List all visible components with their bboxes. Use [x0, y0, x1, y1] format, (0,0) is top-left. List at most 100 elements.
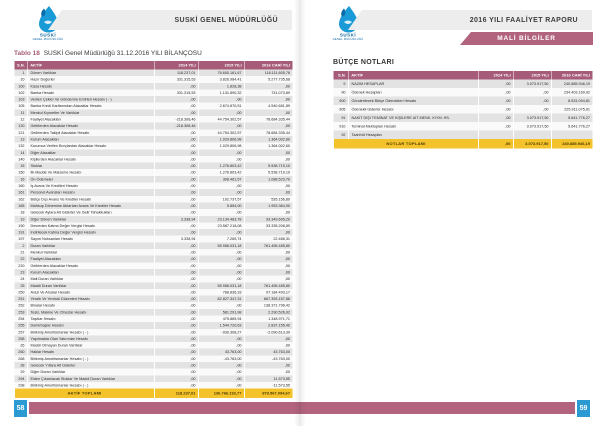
logo-wordmark: SUSKİ [339, 32, 357, 38]
account-name-cell: Maddi Duran Varlıklar [27, 282, 155, 289]
amount-cell: ,00 [198, 268, 245, 276]
table-row: 10 Hazır Değerler 331.315,53 3.826.984,41 5.… [14, 76, 293, 83]
amount-cell: 97.184.493,17 [244, 288, 293, 296]
amount-cell: ,00 [154, 169, 199, 176]
table-row: 92 Taahhüt Hesapları [333, 130, 593, 139]
amount-cell: 7.265,74 [198, 235, 245, 243]
table-row: 29 Diğer Duran Varlıklar ,00,00,00 [14, 368, 293, 376]
sn-cell: 13 [14, 135, 28, 143]
sn-cell: 254 [14, 315, 28, 323]
table-row: 253 Tesis, Makine Ve Cihazlar Hesabı ,00 58… [14, 308, 293, 316]
amount-cell: ,00 [154, 355, 199, 363]
table-header-row: S.N. AKTİF 2014 YILI 2015 YILI 2016 CARİ YIL… [14, 61, 293, 70]
amount-cell: ,00 [198, 302, 245, 309]
account-name-cell: Duran Varlıklar [27, 242, 155, 250]
table-header-row: S.N. AKTİF 2014 YILI 2015 YILI 2016 CARİ YIL… [333, 71, 593, 80]
amount-cell: 1.088.523,70 [244, 175, 293, 183]
amount-cell: 33.335.208,89 [244, 222, 293, 230]
sn-cell: 132 [14, 142, 28, 150]
table-row: 23 Kurum Alacakları ,00,00,00 [14, 268, 293, 276]
amount-cell: ,00 [198, 262, 245, 269]
amount-cell: ,00 [244, 155, 293, 163]
left-page: SUSKİ GENEL MÜDÜRLÜĞÜ SUSKİ GENEL MÜDÜRL… [14, 6, 300, 417]
amount-cell: -2.090.613,39 [244, 328, 293, 336]
sn-cell: 21 [14, 249, 28, 256]
table-row: 254 Taşıtlar Hesabı ,00 475.865,94 1.348.971… [14, 315, 293, 323]
amount-cell: 44.754.302,57 [198, 116, 245, 123]
sn-cell: 253 [14, 308, 28, 316]
table-row: 12 Faaliyet Alacakları -218.308,46 44.754.3… [14, 116, 293, 123]
amount-cell: 82.827.347,31 [198, 295, 245, 303]
account-name-cell: NAZIM HESAPLAR [348, 79, 479, 88]
table-row: 900 Gönderilecek Bütçe Ödenekleri Hesabı,… [333, 96, 593, 105]
amount-cell: ,00 [154, 315, 199, 323]
amount-cell: 1.029.806,98 [198, 135, 245, 143]
sn-cell: 255 [14, 322, 28, 329]
account-name-cell: Banka Hesabı [27, 89, 155, 97]
amount-cell: 43.763,00 [198, 348, 245, 356]
header-title: 2016 YILI FAALİYET RAPORU [469, 16, 578, 24]
sn-cell: 900 [333, 96, 349, 105]
amount-cell: ,00 [154, 242, 199, 250]
amount-cell: ,00 [198, 342, 245, 349]
sn-cell: 121 [14, 129, 28, 136]
table-row: 258 Yapılmakta Olan Yatırımlar Hesabı ,00,… [14, 335, 293, 343]
amount-cell: 3.073.917,50 [513, 79, 552, 88]
amount-cell: ,00 [478, 79, 514, 88]
amount-cell: 761.455.485,80 [244, 242, 293, 250]
account-name-cell: Diğer Dönen Varlıklar [27, 215, 155, 223]
amount-cell: 23.587.218,08 [198, 222, 245, 230]
amount-cell: ,00 [154, 82, 199, 90]
amount-cell: ,00 [244, 342, 293, 349]
account-name-cell: Ön Ödemeler [27, 175, 155, 183]
account-name-cell: Birikmiş Amortismanlar Hesabı ( - ) [27, 381, 155, 389]
amount-cell: 55.956.031,18 [198, 282, 245, 289]
amount-cell: ,00 [154, 348, 199, 356]
right-page: SUSKİ GENEL MÜDÜRLÜĞÜ 2016 YILI FAALİYET… [300, 0, 600, 426]
amount-cell: 5.641.776,27 [551, 113, 593, 122]
amount-cell: 331.315,53 [154, 76, 199, 83]
table-row: 251 Yeraltı Ve Yerüstü Düzenleri Hesabı ,0… [14, 295, 293, 303]
table-row: 100 Kasa Hesabı ,00 1.828,38,00 [14, 82, 293, 90]
sn-cell: 28 [14, 362, 28, 369]
amount-cell: ,00 [478, 105, 514, 114]
amount-cell: ,00 [154, 155, 199, 163]
table-row: 18 Gelecek Aylara Ait Giderler Ve Gelir T… [14, 209, 293, 216]
sn-cell: 165 [14, 202, 28, 210]
amount-cell: ,00 [154, 262, 199, 269]
amount-cell: 138.371.796,42 [244, 302, 293, 309]
amount-cell: -218.308,46 [154, 116, 199, 123]
sn-cell: 23 [14, 268, 28, 276]
sn-cell: 191 [14, 229, 28, 236]
amount-cell: ,00 [198, 368, 245, 376]
amount-cell: 731.073,89 [244, 89, 293, 97]
sn-cell: 24 [14, 275, 28, 283]
table-row: 220 Gelirlerden Alacaklar Hesabı ,00,00,00 [14, 262, 293, 269]
account-name-cell: Arazi Ve Arsalar Hesabı [27, 288, 155, 296]
amount-cell: 55.956.031,18 [198, 242, 245, 250]
logo-subtitle: GENEL MÜDÜRLÜĞÜ [32, 37, 64, 41]
page-header-bar: SUSKİ GENEL MÜDÜRLÜĞÜ [48, 10, 292, 30]
account-name-cell: Gelecek Yıllara Ait Giderler [27, 362, 155, 369]
table-row: 19 Diğer Dönen Varlıklar 3.338,94 23.134.48… [14, 215, 293, 223]
amount-cell: ,00 [198, 255, 245, 263]
table-row: 252 Binalar Hesabı ,00,00 138.371.796,42 [14, 302, 293, 309]
amount-cell: 1.364.002,60 [244, 135, 293, 143]
amount-cell: ,00 [478, 122, 514, 131]
amount-cell: -43.763,00 [198, 355, 245, 363]
total-amount-cell: 879.567.094,67 [244, 388, 293, 399]
amount-cell: 3.073.917,50 [513, 113, 552, 122]
amount-cell: ,00 [154, 135, 199, 143]
amount-cell: 5.641.776,27 [551, 122, 593, 131]
table-row: 24 Mali Duran Varlıklar ,00,00,00 [14, 275, 293, 283]
amount-cell: ,00 [198, 182, 245, 190]
amount-cell: 3.338,94 [154, 235, 199, 243]
amount-cell: ,00 [478, 113, 514, 122]
amount-cell: -11.573,55 [244, 381, 293, 389]
account-name-cell: Birikmiş Amortismanlar Hesabı ( - ) [27, 355, 155, 363]
account-name-cell: Birikmiş Amortismanlar Hesabı ( - ) [27, 328, 155, 336]
account-name-cell: İş Avans Ve Kredileri Hesabı [27, 182, 155, 190]
amount-cell: ,00 [154, 255, 199, 263]
sn-cell: 258 [14, 335, 28, 343]
amount-cell: 3.826.984,41 [198, 76, 245, 83]
